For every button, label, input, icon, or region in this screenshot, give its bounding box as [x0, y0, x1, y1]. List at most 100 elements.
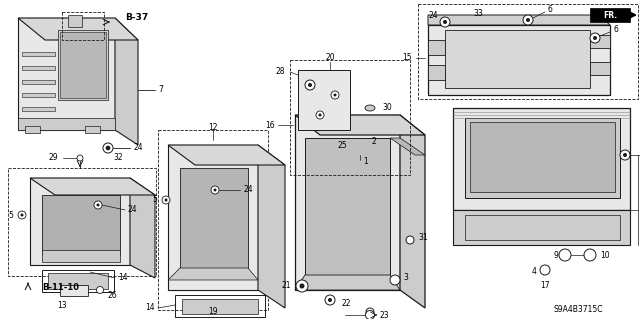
Text: 10: 10 — [600, 250, 610, 259]
Circle shape — [440, 17, 450, 27]
Text: 20: 20 — [325, 54, 335, 63]
Polygon shape — [428, 25, 610, 95]
Bar — [465, 118, 620, 198]
Bar — [58, 30, 108, 100]
Polygon shape — [295, 115, 400, 290]
Text: 13: 13 — [57, 301, 67, 310]
Polygon shape — [258, 145, 285, 308]
Bar — [180, 168, 248, 273]
Polygon shape — [22, 66, 55, 70]
Polygon shape — [168, 145, 285, 165]
Text: 26: 26 — [107, 291, 117, 300]
Text: 29: 29 — [49, 153, 58, 162]
Circle shape — [20, 213, 24, 217]
Circle shape — [590, 33, 600, 43]
Polygon shape — [18, 18, 115, 130]
Circle shape — [390, 275, 400, 285]
Text: B-37: B-37 — [125, 13, 148, 23]
Circle shape — [366, 308, 374, 316]
Circle shape — [584, 249, 596, 261]
Circle shape — [18, 211, 26, 219]
Text: 22: 22 — [342, 300, 351, 308]
Polygon shape — [428, 65, 445, 80]
Polygon shape — [18, 118, 115, 130]
Polygon shape — [168, 145, 258, 290]
Polygon shape — [295, 275, 400, 290]
Polygon shape — [42, 250, 120, 262]
Ellipse shape — [365, 105, 375, 111]
Text: 17: 17 — [540, 280, 550, 290]
Polygon shape — [445, 30, 590, 88]
Bar — [418, 4, 638, 99]
Bar — [175, 295, 265, 317]
Polygon shape — [295, 115, 425, 135]
Circle shape — [333, 93, 337, 97]
Text: 5: 5 — [8, 211, 13, 219]
Text: 16: 16 — [266, 121, 275, 130]
Bar — [470, 122, 615, 192]
Bar — [182, 299, 258, 314]
Text: 14: 14 — [118, 273, 127, 283]
Text: 24: 24 — [243, 186, 253, 195]
Text: B-11-10: B-11-10 — [42, 284, 79, 293]
Text: 24: 24 — [128, 205, 138, 214]
Bar — [8, 168, 156, 276]
Polygon shape — [60, 285, 88, 296]
Circle shape — [300, 284, 305, 288]
Bar — [68, 15, 82, 27]
Circle shape — [526, 18, 530, 22]
Circle shape — [106, 146, 110, 150]
Circle shape — [162, 196, 170, 204]
Circle shape — [620, 150, 630, 160]
Polygon shape — [22, 52, 55, 56]
Text: FR.: FR. — [603, 11, 617, 19]
Polygon shape — [428, 40, 445, 55]
Bar — [465, 215, 620, 240]
Circle shape — [214, 189, 216, 191]
Text: 4: 4 — [532, 268, 537, 277]
Circle shape — [296, 280, 308, 292]
Text: 33: 33 — [473, 10, 483, 19]
Polygon shape — [298, 70, 350, 130]
Bar — [290, 60, 410, 175]
Polygon shape — [25, 126, 40, 133]
Circle shape — [308, 83, 312, 87]
Polygon shape — [590, 8, 630, 22]
Text: 6: 6 — [614, 26, 619, 34]
Circle shape — [559, 249, 571, 261]
Circle shape — [540, 265, 550, 275]
Polygon shape — [590, 35, 610, 48]
Polygon shape — [168, 268, 258, 280]
Circle shape — [97, 204, 99, 206]
Text: 1: 1 — [363, 158, 368, 167]
Circle shape — [443, 20, 447, 24]
Circle shape — [365, 310, 374, 319]
Circle shape — [331, 91, 339, 99]
Ellipse shape — [337, 115, 353, 125]
Bar — [158, 130, 268, 310]
Text: 31: 31 — [418, 234, 428, 242]
Text: 2: 2 — [372, 137, 377, 146]
Text: 21: 21 — [282, 281, 291, 291]
Polygon shape — [22, 93, 55, 97]
Text: 32: 32 — [113, 153, 123, 162]
Ellipse shape — [354, 137, 366, 144]
Polygon shape — [453, 108, 630, 210]
Circle shape — [523, 15, 533, 25]
Bar — [42, 195, 120, 255]
Circle shape — [164, 198, 168, 202]
Text: 5: 5 — [152, 196, 157, 204]
Text: 23: 23 — [380, 310, 390, 319]
Text: 15: 15 — [403, 54, 412, 63]
Circle shape — [406, 236, 414, 244]
Circle shape — [103, 143, 113, 153]
Circle shape — [328, 298, 332, 302]
Polygon shape — [18, 18, 138, 40]
Text: 24: 24 — [134, 144, 143, 152]
Bar — [62, 12, 104, 40]
Circle shape — [211, 186, 219, 194]
Text: 25: 25 — [337, 140, 347, 150]
Polygon shape — [453, 210, 630, 245]
Polygon shape — [115, 18, 138, 145]
Bar — [42, 270, 114, 292]
